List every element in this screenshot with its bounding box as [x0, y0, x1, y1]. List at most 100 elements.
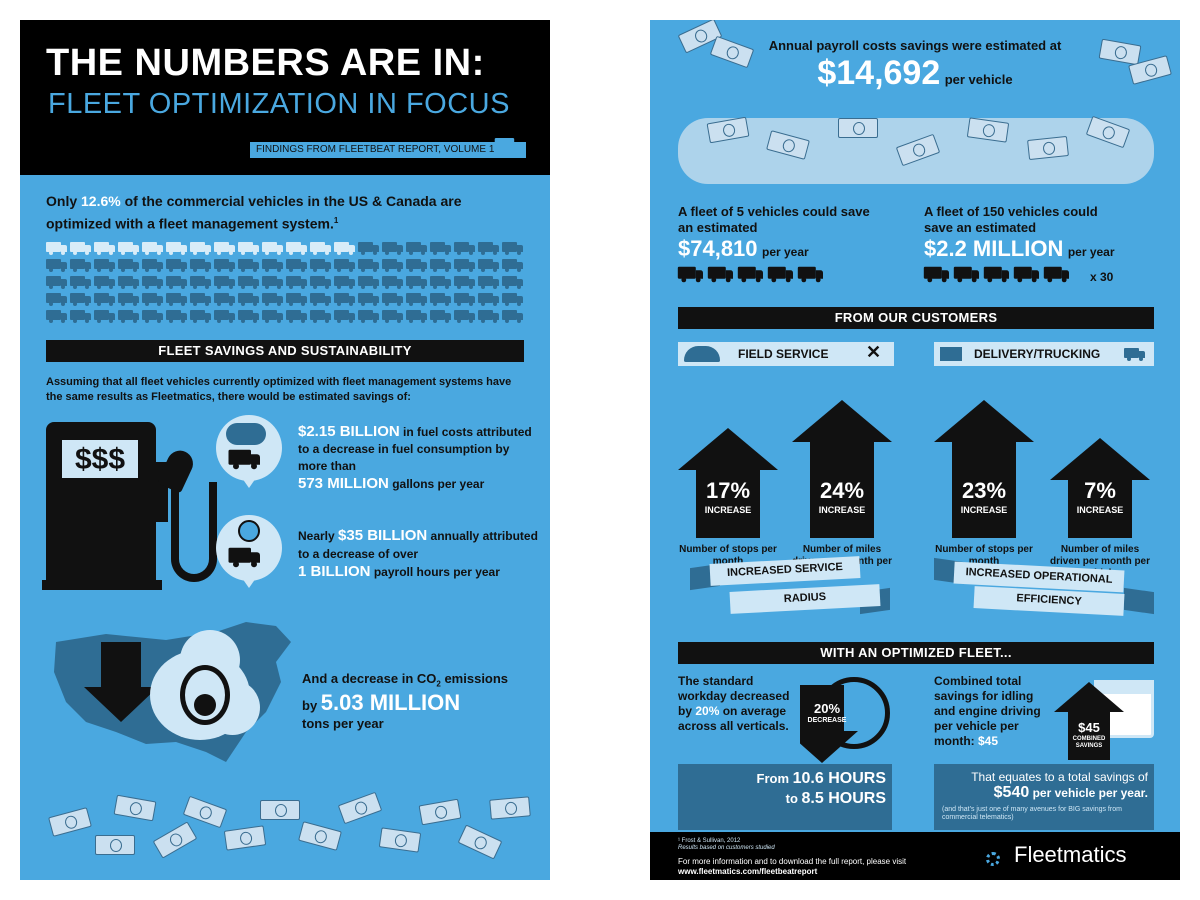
- pump-display: $$$: [60, 438, 140, 480]
- truck-icon: [262, 276, 284, 289]
- left-infographic-panel: THE NUMBERS ARE IN: FLEET OPTIMIZATION I…: [20, 20, 550, 880]
- truck-icon: [238, 293, 260, 306]
- fleet5-text: A fleet of 5 vehicles could save an esti…: [678, 204, 870, 235]
- truck-icon: [358, 276, 380, 289]
- fuel-bubble: [216, 415, 282, 481]
- truck-icon: [406, 293, 428, 306]
- truck-icon: [310, 259, 332, 272]
- right-infographic-panel: Annual payroll costs savings were estima…: [650, 20, 1180, 880]
- truck-icon: [286, 276, 308, 289]
- truck-icon: [238, 276, 260, 289]
- truck-icon: [953, 266, 980, 283]
- truck-icon: [238, 242, 260, 255]
- truck-icon: [118, 310, 140, 323]
- delivery-header: DELIVERY/TRUCKING: [934, 342, 1154, 366]
- truck-icon: [502, 310, 524, 323]
- truck-icon: [334, 242, 356, 255]
- stat-label: INCREASE: [818, 505, 866, 515]
- truck-icon: [382, 259, 404, 272]
- hard-hat-icon: [684, 346, 720, 362]
- truck-icon: [118, 276, 140, 289]
- truck-icon: [430, 276, 452, 289]
- footer: ¹ Frost & Sullivan, 2012 Results based o…: [650, 832, 1180, 880]
- truck-icon: [677, 266, 704, 283]
- truck-icon: [502, 242, 524, 255]
- truck-icon: [94, 293, 116, 306]
- truck-icon: [190, 310, 212, 323]
- co2-text: And a decrease in CO2 emissions by 5.03 …: [302, 671, 509, 731]
- truck-icon: [310, 293, 332, 306]
- stat-value: 23%: [961, 478, 1007, 503]
- payroll-savings-text: Nearly $35 BILLION annually attributed t…: [298, 527, 538, 580]
- payroll-bubble: [216, 515, 282, 581]
- truck-icon: [406, 276, 428, 289]
- truck-icon: [70, 259, 92, 272]
- report-url[interactable]: www.fleetmatics.com/fleetbeatreport: [678, 867, 818, 876]
- truck-icon: [214, 310, 236, 323]
- truck-icon: [358, 242, 380, 255]
- truck-icon: [358, 293, 380, 306]
- section-title-optimized: WITH AN OPTIMIZED FLEET...: [678, 642, 1154, 664]
- truck-icon: [286, 242, 308, 255]
- idle-value: $45: [978, 734, 999, 748]
- truck-icon: [166, 310, 188, 323]
- truck-icon: [707, 266, 734, 283]
- main-title: THE NUMBERS ARE IN:: [46, 42, 485, 84]
- truck-icon: [286, 310, 308, 323]
- truck-icon: [502, 276, 524, 289]
- truck-icon: [430, 310, 452, 323]
- payroll-vehicle-value: $14,692: [817, 54, 941, 92]
- truck-icon: [166, 276, 188, 289]
- clock-decrease-icon: 20% DECREASE: [800, 675, 890, 765]
- stat-value: 24%: [819, 478, 865, 503]
- co2-value: 5.03 MILLION: [320, 689, 461, 715]
- clock-icon: [238, 520, 260, 542]
- fleetmatics-logo-icon: [980, 846, 1010, 870]
- stat-arrow-2: 24% INCREASE: [792, 400, 892, 538]
- fleet5-savings: $74,810 per year: [678, 236, 809, 261]
- truck-icon: [70, 276, 92, 289]
- truck-icon: [94, 276, 116, 289]
- section-title-customers: FROM OUR CUSTOMERS: [678, 307, 1154, 329]
- section-title-savings: FLEET SAVINGS AND SUSTAINABILITY: [46, 340, 524, 362]
- money-decoration: [20, 790, 550, 880]
- truck-icon: [190, 259, 212, 272]
- fleet150-text: A fleet of 150 vehicles could save an es…: [924, 204, 1098, 235]
- truck-icon: [118, 293, 140, 306]
- ribbon-service-radius: INCREASED SERVICE RADIUS: [690, 556, 890, 620]
- truck-icon: [70, 310, 92, 323]
- delivery-truck-icon: [1124, 348, 1146, 366]
- total-savings-box: That equates to a total savings of $540 …: [934, 764, 1154, 830]
- brand-logo: Fleetmatics: [1014, 842, 1127, 867]
- truck-icon: [494, 138, 522, 158]
- truck-icon: [214, 276, 236, 289]
- main-subtitle: FLEET OPTIMIZATION IN FOCUS: [48, 88, 510, 120]
- box-icon: [940, 347, 962, 361]
- truck-icon: [286, 293, 308, 306]
- truck-icon: [478, 276, 500, 289]
- fleet5-value: $74,810: [678, 236, 758, 261]
- truck-icon: [382, 242, 404, 255]
- fuel-gallons-value: 573 MILLION: [298, 475, 389, 492]
- fuel-savings-text: $2.15 BILLION in fuel costs attributed t…: [298, 423, 532, 492]
- truck-icon: [94, 310, 116, 323]
- fleet150-value: $2.2 MILLION: [924, 236, 1064, 261]
- truck-icon: [286, 259, 308, 272]
- truck-icon: [310, 242, 332, 255]
- truck-icon: [797, 266, 824, 283]
- truck-icon: [334, 259, 356, 272]
- stat-arrow-4: 7% INCREASE: [1050, 438, 1150, 538]
- truck-icon: [166, 259, 188, 272]
- truck-icon: [406, 310, 428, 323]
- stat-arrow-1: 17% INCREASE: [678, 428, 778, 538]
- truck-icon: [214, 259, 236, 272]
- truck-icon: [382, 276, 404, 289]
- workday-pct: 20%: [695, 704, 720, 718]
- truck-icon: [262, 259, 284, 272]
- tools-icon: ✕: [866, 342, 882, 362]
- truck-icon: [46, 242, 68, 255]
- truck-icon: [454, 310, 476, 323]
- truck-icon: [166, 293, 188, 306]
- payroll-per-vehicle: $14,692 per vehicle: [817, 54, 1013, 92]
- stat-arrow-3: 23% INCREASE: [934, 400, 1034, 538]
